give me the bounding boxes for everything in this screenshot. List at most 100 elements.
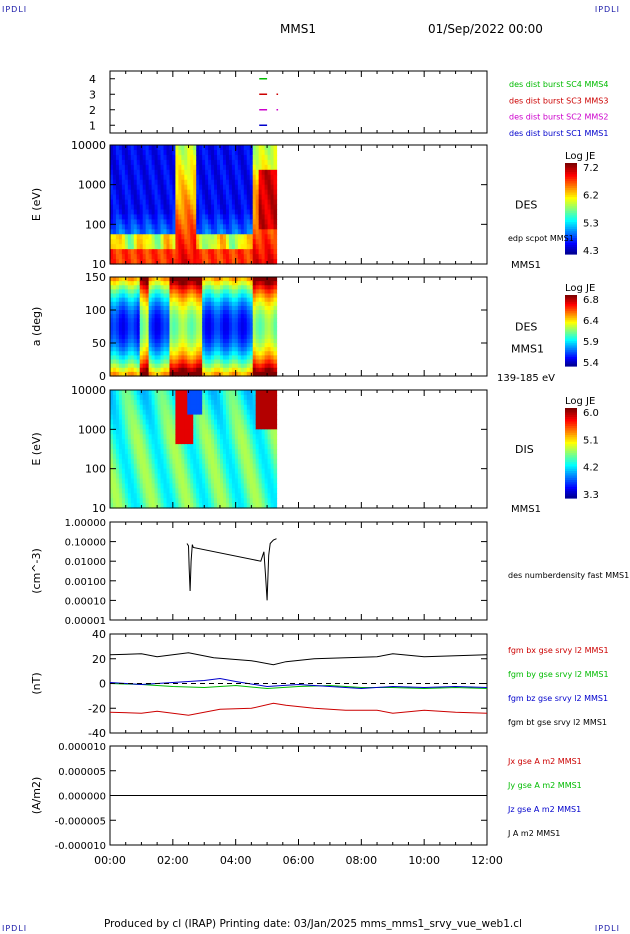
pitch-angle-cell [258,314,263,319]
pitch-angle-cell [136,310,141,315]
current-density-ytick-label: -0.000005 [55,816,106,827]
des-energy-colorbar-cell [565,228,577,232]
dis-energy-cell [151,439,156,445]
dis-energy-cell [234,503,239,509]
dis-energy-cell [205,399,209,406]
pitch-angle-cell [199,310,203,315]
des-energy-cell [264,224,269,230]
pitch-angle-cell [255,338,260,344]
dis-energy-cell [133,390,138,396]
des-energy-cell [261,169,266,176]
dis-energy-cell [252,493,257,499]
des-energy-cell [258,145,263,151]
dis-energy-cell [127,493,132,499]
dis-energy-cell [160,399,165,406]
dis-energy-cell [157,463,162,470]
dis-energy-cell [190,424,194,430]
des-energy-cell [261,259,266,265]
des-energy-cell [220,189,224,196]
pitch-angle-cell [127,305,132,311]
des-energy-cell [112,189,117,196]
pitch-angle-cell [237,371,242,377]
dis-energy-cell [273,458,278,465]
pitch-angle-colorbar-cell [565,332,577,335]
pitch-angle-cell [225,301,230,307]
dis-energy-cell [115,390,120,396]
magnetic-field-series-line [109,683,488,690]
pitch-angle-cell [157,293,162,299]
des-energy-cell [222,184,227,191]
dis-energy-cell [145,488,150,494]
pitch-angle-cell [139,310,144,315]
des-energy-cell [246,189,251,196]
dis-energy-cell [214,458,218,465]
pitch-angle-cell [252,297,257,303]
dis-energy-cell [124,488,129,494]
dis-energy-cell [124,468,129,475]
des-energy-cell [246,214,251,220]
pitch-angle-cell [193,281,197,286]
dis-energy-cell [234,493,239,499]
pitch-angle-cell [246,343,251,348]
des-energy-cell [217,239,221,245]
des-energy-cell [160,259,165,265]
des-energy-cell [169,249,174,255]
dis-energy-cell [208,414,212,421]
pitch-angle-cell [225,371,230,377]
pitch-angle-cell [246,338,251,344]
des-energy-cell [160,149,165,156]
des-energy-cell [121,169,126,176]
des-energy-cell [118,239,123,245]
pitch-angle-cell [148,355,153,361]
pitch-angle-cell [133,285,138,290]
des-energy-cell [187,169,191,176]
dis-energy-cell [112,399,117,406]
des-energy-cell [148,184,153,191]
des-energy-cell [184,229,188,235]
des-energy-cell [175,194,179,201]
pitch-angle-cell [225,314,230,319]
des-energy-cell [237,254,242,260]
pitch-angle-cell [110,351,114,356]
dis-energy-cell [157,488,162,494]
pitch-angle-cell [157,301,162,307]
dis-energy-cell [112,498,117,504]
des-energy-cell [211,229,215,235]
dis-energy-cell [121,429,126,435]
dis-energy-cell [258,390,263,396]
dis-energy-cell [115,483,120,489]
des-energy-cell [255,219,260,225]
pitch-angle-cell [166,297,171,303]
des-energy-cell [110,199,114,206]
des-energy-cell [255,199,260,206]
des-energy-cell [112,154,117,161]
des-energy-cell [142,149,147,156]
dis-energy-cell [252,429,257,435]
des-energy-cell [222,209,227,216]
pitch-angle-cell [118,367,123,373]
dis-energy-cell [154,429,159,435]
dis-energy-cell [202,493,206,499]
des-energy-cell [172,229,177,235]
des-energy-cell [202,239,206,245]
pitch-angle-cell [237,330,242,336]
dis-energy-cell [175,424,179,430]
number-density-ytick-label: 0.01000 [65,557,106,568]
des-energy-cell [112,204,117,211]
des-energy-cell [157,234,162,240]
dis-energy-cell [267,493,272,499]
dis-energy-cell [124,493,129,499]
pitch-angle-cell [145,289,150,295]
dis-energy-cell [273,434,278,440]
dis-energy-cell [124,414,129,421]
des-energy-cell [246,204,251,211]
dis-energy-cell [267,394,272,401]
pitch-angle-cell [118,371,123,377]
des-energy-cell [115,184,120,191]
dis-energy-cell [193,453,197,460]
pitch-angle-cell [205,285,209,290]
des-energy-cell [172,194,177,201]
dis-energy-cell [127,503,132,509]
des-energy-cell [249,229,254,235]
des-energy-cell [193,145,197,151]
